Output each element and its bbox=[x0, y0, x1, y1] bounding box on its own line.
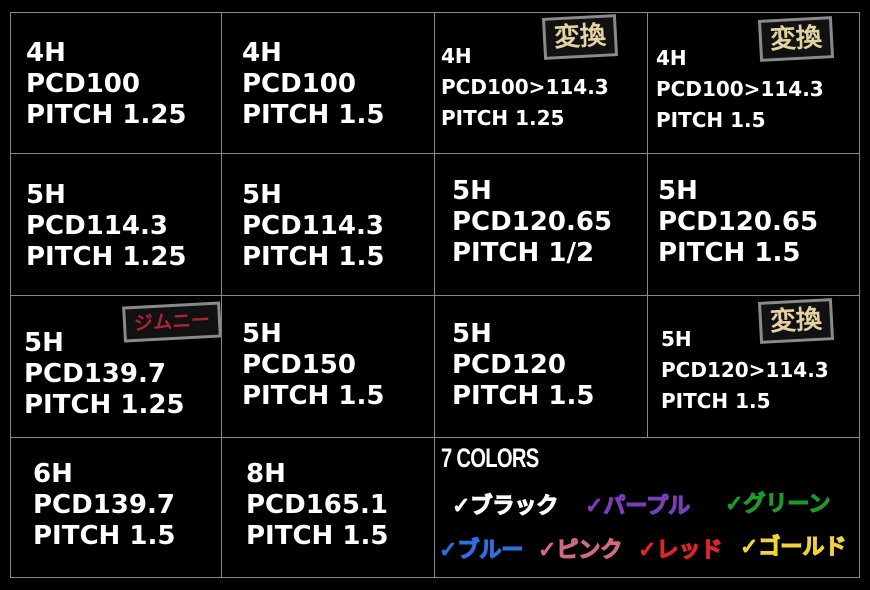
spec-cell: 5H PCD114.3 PITCH 1.5 bbox=[242, 180, 384, 273]
spec-cell: 4H PCD100>114.3 PITCH 1.5 bbox=[656, 43, 824, 136]
pitch: PITCH 1/2 bbox=[452, 238, 595, 268]
pcd: PCD120.65 bbox=[452, 207, 613, 237]
spec-cell: 4H PCD100 PITCH 1.5 bbox=[242, 38, 384, 131]
pcd: PCD150 bbox=[242, 350, 356, 380]
spec-cell: 4H PCD100 PITCH 1.25 bbox=[26, 38, 187, 131]
pcd: PCD139.7 bbox=[33, 490, 175, 520]
divider bbox=[647, 12, 648, 437]
colors-title: 7 COLORS bbox=[441, 443, 539, 473]
pitch: PITCH 1.5 bbox=[242, 242, 385, 272]
pitch: PITCH 1.5 bbox=[661, 389, 771, 413]
conversion-badge: 変換 bbox=[541, 14, 619, 60]
hole-count: 5H bbox=[24, 328, 64, 358]
spec-cell: 5H PCD114.3 PITCH 1.25 bbox=[26, 180, 187, 273]
pcd: PCD120 bbox=[452, 350, 566, 380]
spec-cell: 4H PCD100>114.3 PITCH 1.25 bbox=[441, 41, 609, 134]
pcd: PCD139.7 bbox=[24, 359, 166, 389]
pitch: PITCH 1.5 bbox=[242, 381, 385, 411]
pitch: PITCH 1.5 bbox=[452, 381, 595, 411]
hole-count: 5H bbox=[26, 180, 66, 210]
jimny-badge: ジムニー bbox=[122, 301, 222, 343]
spec-cell: 5H PCD120.65 PITCH 1.5 bbox=[658, 176, 818, 269]
pcd: PCD100>114.3 bbox=[656, 77, 824, 101]
pitch: PITCH 1.25 bbox=[441, 106, 565, 130]
conversion-badge: 変換 bbox=[757, 16, 835, 62]
hole-count: 8H bbox=[246, 459, 286, 489]
spec-cell: 5H PCD120.65 PITCH 1/2 bbox=[452, 176, 612, 269]
color-pink: ✓ピンク bbox=[537, 537, 623, 563]
hole-count: 5H bbox=[661, 327, 692, 351]
hole-count: 4H bbox=[656, 46, 687, 70]
color-gold: ✓ゴールド bbox=[739, 534, 847, 560]
spec-cell: 8H PCD165.1 PITCH 1.5 bbox=[246, 459, 388, 552]
pcd: PCD100 bbox=[242, 69, 356, 99]
pcd: PCD114.3 bbox=[26, 211, 168, 241]
pitch: PITCH 1.5 bbox=[658, 238, 801, 268]
spec-cell: 5H PCD139.7 PITCH 1.25 bbox=[24, 328, 185, 421]
color-red: ✓レッド bbox=[637, 537, 723, 563]
hole-count: 5H bbox=[452, 176, 492, 206]
conversion-badge: 変換 bbox=[757, 298, 835, 344]
divider bbox=[10, 295, 860, 296]
hole-count: 5H bbox=[452, 319, 492, 349]
pitch: PITCH 1.5 bbox=[33, 521, 176, 551]
pitch: PITCH 1.25 bbox=[24, 390, 185, 420]
hole-count: 6H bbox=[33, 459, 73, 489]
color-purple: ✓パープル bbox=[584, 493, 691, 519]
pcd: PCD100 bbox=[26, 69, 140, 99]
pitch: PITCH 1.5 bbox=[656, 108, 766, 132]
pcd: PCD120>114.3 bbox=[661, 358, 829, 382]
spec-cell: 5H PCD120>114.3 PITCH 1.5 bbox=[661, 324, 829, 417]
hole-count: 5H bbox=[242, 180, 282, 210]
pitch: PITCH 1.5 bbox=[246, 521, 389, 551]
spec-cell: 6H PCD139.7 PITCH 1.5 bbox=[33, 459, 175, 552]
hole-count: 5H bbox=[242, 319, 282, 349]
pcd: PCD114.3 bbox=[242, 211, 384, 241]
spec-cell: 5H PCD150 PITCH 1.5 bbox=[242, 319, 384, 412]
color-black: ✓ブラック bbox=[451, 493, 559, 519]
color-green: ✓グリーン bbox=[724, 491, 831, 517]
divider bbox=[10, 153, 860, 154]
pcd: PCD100>114.3 bbox=[441, 75, 609, 99]
hole-count: 5H bbox=[658, 176, 698, 206]
pitch: PITCH 1.5 bbox=[242, 100, 385, 130]
color-blue: ✓ブルー bbox=[438, 537, 524, 563]
pitch: PITCH 1.25 bbox=[26, 242, 187, 272]
pitch: PITCH 1.25 bbox=[26, 100, 187, 130]
spec-cell: 5H PCD120 PITCH 1.5 bbox=[452, 319, 594, 412]
pcd: PCD120.65 bbox=[658, 207, 819, 237]
hole-count: 4H bbox=[441, 44, 472, 68]
hole-count: 4H bbox=[26, 38, 66, 68]
divider bbox=[10, 437, 860, 438]
hole-count: 4H bbox=[242, 38, 282, 68]
pcd: PCD165.1 bbox=[246, 490, 388, 520]
